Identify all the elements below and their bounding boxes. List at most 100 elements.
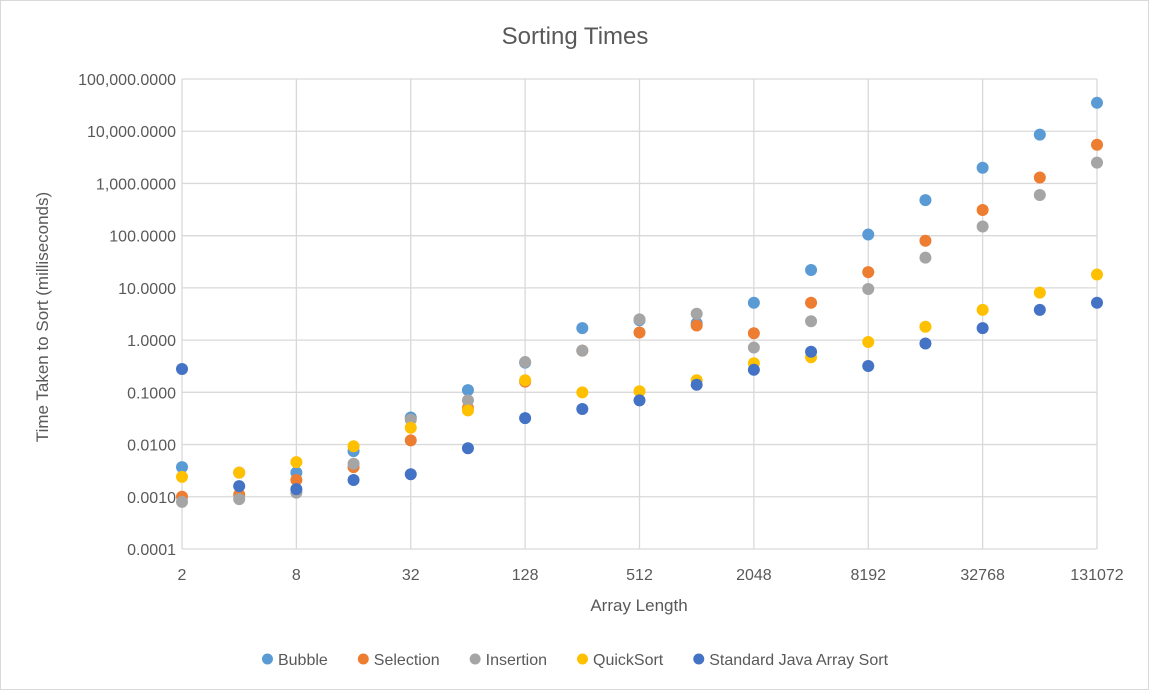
y-axis-tick-labels: 100,000.0000 10,000.0000 1,000.0000 100.000… [78,72,176,559]
data-point [404,468,417,481]
data-point [576,322,589,335]
data-point [1091,138,1103,151]
legend-label: Selection [374,652,440,669]
data-point [690,307,703,320]
data-point [1091,156,1103,169]
chart-title: Sorting Times [502,23,649,50]
data-point [1033,128,1046,141]
y-tick-label: 1,000.0000 [96,176,176,193]
legend-marker [693,653,705,665]
data-point [176,362,188,375]
data-point [919,194,932,207]
data-point [461,384,474,397]
data-point [519,374,532,387]
data-point [519,356,532,369]
data-point [976,220,989,233]
legend-label: Insertion [486,652,547,669]
data-point [233,480,246,493]
y-tick-label: 1.0000 [127,333,176,350]
data-point [404,421,417,434]
x-tick-label: 128 [512,567,539,584]
x-tick-label: 8 [292,567,301,584]
legend-label: Standard Java Array Sort [709,652,888,669]
data-point [176,470,188,483]
data-point [690,319,703,332]
y-tick-label: 0.0100 [127,438,176,455]
data-point [404,434,417,447]
data-point [1091,96,1103,109]
data-point [233,493,246,506]
y-tick-label: 10,000.0000 [87,124,176,141]
data-point [805,264,818,277]
data-point [1033,286,1046,299]
data-point [976,322,989,335]
x-tick-label: 32768 [960,567,1005,584]
data-point [747,327,760,340]
y-tick-label: 100,000.0000 [78,72,176,89]
data-point [747,296,760,309]
legend: Bubble Selection Insertion QuickSort Standar… [261,652,889,669]
data-point [347,440,360,453]
data-points [176,96,1103,508]
data-point [976,303,989,316]
data-point [461,442,474,455]
data-point [976,161,989,174]
data-point [919,234,932,247]
x-axis-label: Array Length [590,596,687,615]
data-point [233,466,246,479]
x-tick-label: 131072 [1070,567,1123,584]
data-point [805,315,818,328]
y-tick-label: 0.0010 [127,490,176,507]
data-point [919,251,932,264]
data-point [633,385,646,398]
y-axis-label: Time Taken to Sort (milliseconds) [33,192,52,442]
data-point [633,313,646,326]
data-point [176,495,188,508]
data-point [347,457,360,470]
data-point [576,344,589,357]
data-point [1033,171,1046,184]
data-point [347,473,360,486]
data-point [576,402,589,415]
x-axis-tick-labels: 2 8 32 128 512 2048 8192 32768 131072 [178,567,1124,584]
data-point [805,345,818,358]
data-point [1091,296,1103,309]
y-tick-label: 0.0001 [127,542,176,559]
data-point [290,483,303,496]
data-point [1091,268,1103,281]
legend-label: Bubble [278,652,328,669]
legend-label: QuickSort [593,652,664,669]
x-tick-label: 8192 [850,567,886,584]
data-point [290,456,303,469]
data-point [862,283,875,296]
data-point [919,320,932,333]
data-point [862,359,875,372]
y-tick-label: 100.0000 [109,229,176,246]
x-tick-label: 2048 [736,567,772,584]
legend-marker [261,653,273,665]
data-point [747,363,760,376]
data-point [1033,303,1046,316]
data-point [919,337,932,350]
legend-marker [469,653,481,665]
data-point [747,341,760,354]
data-point [290,473,303,486]
data-point [862,266,875,279]
x-tick-label: 2 [178,567,187,584]
data-point [805,296,818,309]
y-tick-label: 10.0000 [118,281,176,298]
data-point [1033,189,1046,202]
x-tick-label: 512 [626,567,653,584]
legend-marker [577,653,589,665]
data-point [633,394,646,407]
legend-marker [357,653,369,665]
data-point [576,386,589,399]
data-point [176,461,188,474]
data-point [461,394,474,407]
data-point [862,336,875,349]
x-tick-label: 32 [402,567,420,584]
data-point [690,378,703,391]
data-point [976,204,989,217]
